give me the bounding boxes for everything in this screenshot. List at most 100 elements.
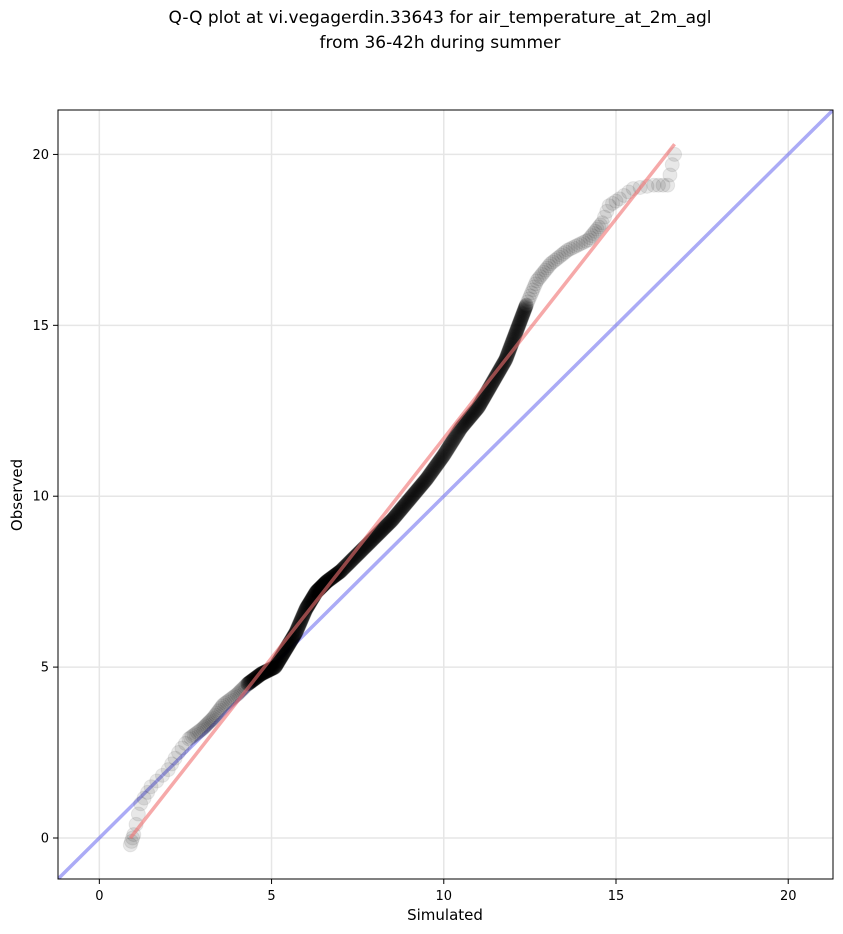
qq-point	[521, 291, 537, 307]
qq-point	[394, 500, 410, 516]
qq-point	[465, 405, 481, 421]
qq-point	[534, 266, 550, 282]
qq-point	[560, 242, 576, 258]
qq-point	[457, 415, 473, 431]
qq-point	[513, 310, 529, 326]
qq-point	[442, 438, 458, 454]
qq-point	[650, 177, 666, 193]
qq-point	[322, 571, 338, 587]
qq-point	[511, 317, 527, 333]
qq-point	[435, 448, 451, 464]
qq-point	[376, 520, 392, 536]
qq-point	[412, 479, 428, 495]
qq-point	[414, 477, 430, 493]
qq-point	[462, 409, 478, 425]
qq-point	[432, 453, 448, 469]
qq-point	[197, 718, 213, 734]
qq-point	[375, 522, 391, 538]
qq-point	[429, 457, 445, 473]
qq-point	[489, 366, 505, 382]
qq-point	[536, 264, 552, 280]
qq-point	[380, 516, 396, 532]
qq-point	[370, 527, 386, 543]
y-tick-label: 5	[41, 661, 49, 676]
qq-point	[459, 413, 475, 429]
qq-point	[190, 724, 205, 740]
qq-point	[525, 282, 541, 298]
qq-point	[268, 657, 284, 673]
qq-point	[386, 510, 402, 526]
qq-point	[516, 304, 532, 320]
qq-point	[388, 508, 404, 524]
qq-point	[265, 660, 281, 676]
qq-point	[388, 507, 404, 523]
qq-point	[513, 311, 529, 327]
qq-point	[271, 653, 287, 669]
qq-point	[217, 695, 233, 711]
qq-point	[452, 422, 468, 438]
qq-point	[266, 659, 282, 675]
qq-point	[469, 401, 485, 417]
qq-point	[415, 475, 431, 491]
qq-point	[420, 468, 436, 484]
qq-point	[458, 413, 474, 429]
qq-point	[608, 193, 624, 209]
qq-point	[398, 495, 414, 511]
qq-point	[383, 513, 399, 529]
qq-point	[371, 525, 387, 541]
qq-point	[397, 497, 413, 513]
qq-point	[384, 512, 400, 528]
qq-point	[599, 203, 615, 219]
qq-point	[448, 428, 464, 444]
qq-point	[398, 496, 414, 512]
qq-point	[490, 365, 506, 381]
qq-point	[208, 707, 224, 723]
qq-point	[297, 604, 313, 620]
qq-point	[392, 503, 408, 519]
qq-point	[508, 325, 524, 341]
qq-point	[433, 451, 449, 467]
qq-point	[411, 480, 427, 496]
qq-point	[515, 305, 531, 321]
qq-point	[440, 440, 456, 456]
qq-point	[520, 294, 536, 310]
qq-point	[412, 479, 428, 495]
qq-point	[425, 462, 441, 478]
qq-point	[375, 521, 391, 537]
qq-point	[562, 241, 578, 257]
qq-point	[268, 657, 284, 673]
qq-point	[442, 437, 458, 453]
qq-point	[465, 406, 481, 422]
qq-point	[377, 519, 393, 535]
qq-point	[451, 423, 467, 439]
qq-point	[219, 694, 235, 710]
qq-point	[425, 463, 441, 479]
qq-point	[177, 735, 193, 751]
qq-point	[380, 516, 396, 532]
qq-point	[514, 308, 530, 324]
qq-point	[426, 461, 442, 477]
qq-point	[440, 441, 456, 457]
qq-point	[524, 285, 540, 301]
qq-point	[470, 399, 486, 415]
qq-point	[509, 321, 525, 337]
qq-point	[470, 400, 486, 416]
qq-point	[404, 488, 420, 504]
qq-point	[531, 271, 546, 287]
qq-point	[509, 322, 525, 338]
qq-point	[290, 621, 306, 637]
qq-point	[149, 773, 165, 789]
qq-point	[164, 756, 180, 772]
qq-point	[415, 476, 431, 492]
qq-point	[419, 470, 435, 486]
qq-point	[269, 656, 285, 672]
qq-point	[472, 396, 488, 412]
qq-point	[269, 655, 285, 671]
qq-point	[395, 499, 411, 515]
qq-point	[375, 521, 391, 537]
qq-point	[414, 477, 430, 493]
qq-point	[467, 403, 483, 419]
qq-point	[508, 325, 524, 341]
qq-point	[589, 221, 605, 237]
qq-point	[270, 654, 286, 670]
